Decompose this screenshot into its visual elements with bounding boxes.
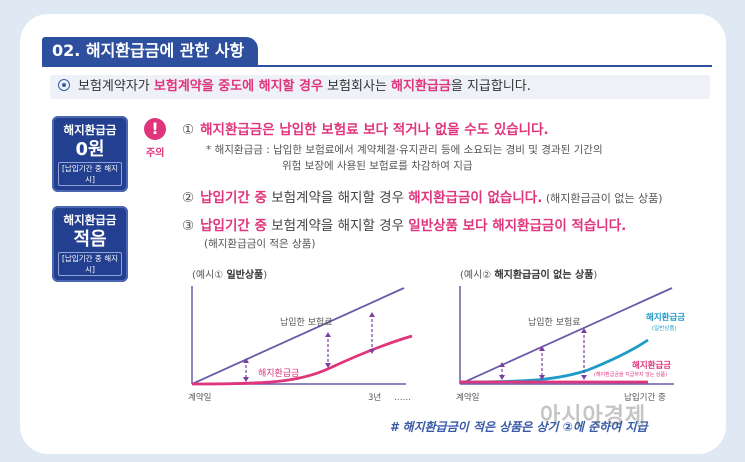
exclamation-icon: ! [144, 118, 166, 140]
note-1: * 해지환급금 : 납입한 보험료에서 계약체결·유지관리 등에 소요되는 경비… [206, 144, 603, 172]
general-refund-label: 해지환급금 [646, 312, 685, 323]
premium-label: 납입한 보험료 [528, 316, 581, 328]
refund-label: 해지환급금 [258, 367, 299, 379]
watermark: 아시아경제 [540, 404, 647, 429]
badge-low-refund: 해지환급금 적음 [납입기간 중 해지시] [52, 206, 128, 282]
badge-zero-refund: 해지환급금 0원 [납입기간 중 해지시] [52, 116, 128, 192]
general-refund-sub: (일반상품) [652, 324, 677, 332]
chart-general-product: (예시① 일반상품) 납입한 보험료 해지환급금 계약일 3년 …… [188, 268, 413, 403]
premium-line [459, 287, 673, 385]
item-3: ③ 납입기간 중 보험계약을 해지할 경우 일반상품 보다 해지환급금이 적습니다… [182, 218, 627, 234]
no-refund-sub: (해지환급금을 지급하지 않는 상품) [594, 371, 667, 378]
x-dots-label: …… [394, 393, 411, 403]
item-1: ① 해지환급금은 납입한 보험료 보다 적거나 없을 수도 있습니다. [182, 122, 549, 138]
section-title: 02. 해지환급금에 관한 사항 [42, 37, 259, 65]
premium-line [191, 287, 405, 385]
intro-line: 보험계약자가 보험계약을 중도에 해지할 경우 보험회사는 해지환급금을 지급합… [50, 75, 710, 99]
refund-curve [191, 334, 413, 386]
warning-label: 주의 [146, 148, 165, 159]
x-mid-label: 3년 [368, 392, 381, 403]
chart-right-title: (예시② 해지환급금이 없는 상품) [460, 268, 597, 281]
x-start-label: 계약일 [456, 392, 479, 403]
chart-left-title: (예시① 일반상품) [192, 268, 267, 281]
chart-no-refund-product: (예시② 해지환급금이 없는 상품) 납입한 보험료 해지환급금 (일반상품) … [456, 268, 685, 403]
bullet-icon [58, 79, 70, 91]
no-refund-label: 해지환급금 [632, 360, 671, 371]
x-start-label: 계약일 [188, 392, 211, 403]
note-3: (해지환급금이 적은 상품) [204, 238, 316, 250]
premium-label: 납입한 보험료 [280, 316, 333, 328]
x-mid-label: 납입기간 중 [624, 392, 666, 403]
item-2: ② 납입기간 중 보험계약을 해지할 경우 해지환급금이 없습니다. (해지환급금… [182, 190, 663, 206]
section-divider [42, 65, 712, 67]
footer-hashtag: # 해지환급금이 적은 상품은 상기 ②에 준하여 지급 [390, 420, 648, 434]
